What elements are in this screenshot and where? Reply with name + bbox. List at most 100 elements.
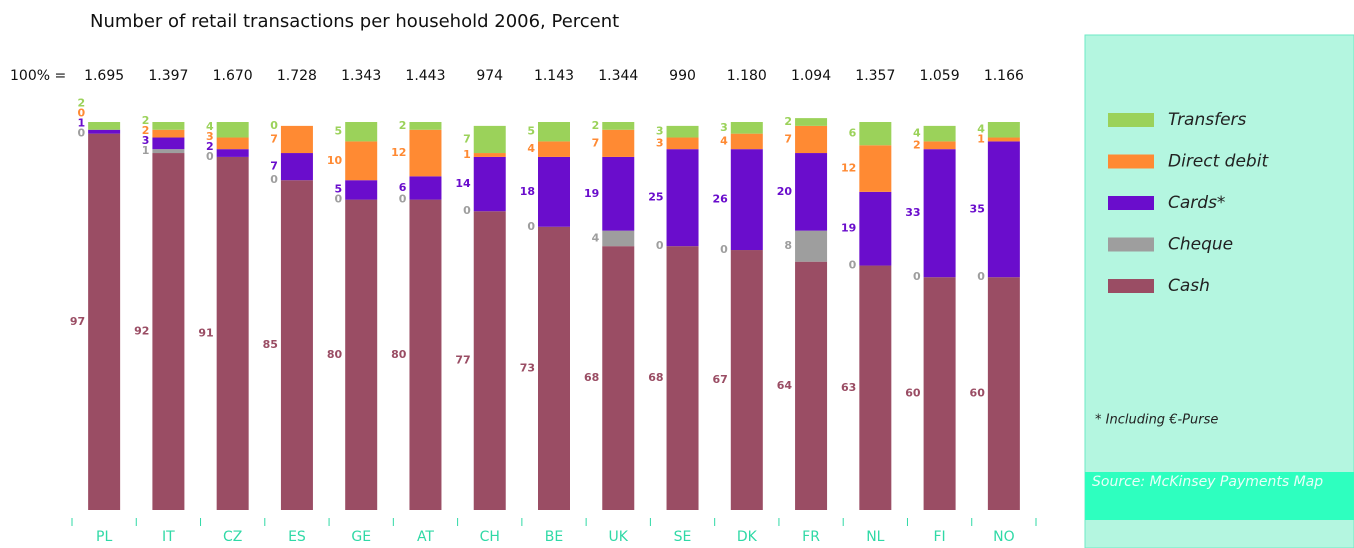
segment-label: 0 xyxy=(527,220,535,233)
bar-segment xyxy=(409,176,442,200)
bar-segment xyxy=(280,125,313,154)
bar-segment xyxy=(473,153,506,157)
x-tick-label: DK xyxy=(737,529,758,545)
bar-segment xyxy=(538,141,570,157)
segment-label: 12 xyxy=(841,162,856,175)
bar-segment xyxy=(730,133,763,150)
bar-segment xyxy=(88,129,121,134)
bar-segment xyxy=(602,129,635,157)
total-label: 1.094 xyxy=(791,68,831,84)
segment-label: 4 xyxy=(206,120,214,133)
segment-label: 2 xyxy=(913,138,921,151)
bar-segment xyxy=(409,129,442,177)
segment-label: 6 xyxy=(849,127,857,140)
segment-label: 97 xyxy=(70,315,85,328)
segment-label: 68 xyxy=(584,371,599,384)
segment-label: 73 xyxy=(520,361,535,374)
source-band xyxy=(1085,472,1354,520)
segment-label: 85 xyxy=(263,338,278,351)
legend-swatch xyxy=(1108,154,1154,169)
segment-label: 0 xyxy=(720,243,728,256)
bar-segment xyxy=(216,137,249,150)
x-tick-label: UK xyxy=(609,529,629,545)
legend-label: Cash xyxy=(1168,276,1210,296)
segment-label: 3 xyxy=(206,130,214,143)
segment-label: 77 xyxy=(455,354,470,367)
segment-label: 8 xyxy=(784,239,792,252)
segment-label: 1 xyxy=(142,144,150,157)
segment-label: 68 xyxy=(648,371,663,384)
x-tick-label: SE xyxy=(674,529,692,545)
segment-label: 18 xyxy=(520,185,535,198)
segment-label: 2 xyxy=(784,115,792,128)
segment-label: 4 xyxy=(977,122,985,135)
segment-label: 80 xyxy=(391,348,407,361)
x-tick-label: NO xyxy=(993,529,1015,545)
bar-segment xyxy=(730,149,763,251)
segment-label: 2 xyxy=(142,124,150,137)
bar-segment xyxy=(859,145,892,192)
segment-label: 0 xyxy=(463,204,471,217)
segment-label: 4 xyxy=(913,127,921,140)
legend-label: Cards* xyxy=(1168,193,1225,213)
bar-segment xyxy=(987,137,1020,142)
bar-segment xyxy=(666,137,699,150)
bar-segment xyxy=(216,149,249,157)
bar-segment xyxy=(538,122,570,142)
bar-segment xyxy=(152,122,185,130)
total-label: 1.670 xyxy=(213,68,253,84)
segment-label: 0 xyxy=(656,239,664,252)
bar-segment xyxy=(987,277,1020,510)
bar-segment xyxy=(152,137,185,150)
chart-title: Number of retail transactions per househ… xyxy=(90,11,619,32)
bar-segment xyxy=(280,153,313,181)
segment-label: 1 xyxy=(77,117,85,130)
bar-segment xyxy=(473,156,506,212)
segment-label: 64 xyxy=(777,379,793,392)
legend-swatch xyxy=(1108,113,1154,127)
segment-label: 7 xyxy=(270,160,278,173)
total-label: 1.695 xyxy=(84,68,124,84)
segment-label: 4 xyxy=(592,231,600,244)
bar-segment xyxy=(152,153,185,511)
bar-segment xyxy=(345,141,378,181)
total-label: 1.059 xyxy=(920,68,960,84)
bar-segment xyxy=(216,122,249,138)
segment-label: 3 xyxy=(656,136,664,149)
bar-segment xyxy=(538,226,570,510)
bar-segment xyxy=(795,230,828,262)
bar-segment xyxy=(730,122,763,134)
segment-label: 2 xyxy=(206,140,214,153)
total-label: 974 xyxy=(476,68,503,84)
legend-label: Direct debit xyxy=(1168,152,1269,172)
x-tick-label: CZ xyxy=(223,529,242,545)
bar-segment xyxy=(666,125,699,138)
segment-label: 19 xyxy=(584,187,599,200)
segment-label: 2 xyxy=(592,119,600,132)
segment-label: 20 xyxy=(777,185,793,198)
bar-segment xyxy=(859,122,892,146)
segment-label: 0 xyxy=(77,107,85,120)
bar-segment xyxy=(795,153,828,231)
total-label: 1.443 xyxy=(405,68,445,84)
segment-label: 1 xyxy=(463,148,471,161)
x-tick-label: FI xyxy=(934,529,946,545)
x-tick-label: GE xyxy=(351,529,371,545)
segment-label: 7 xyxy=(592,136,600,149)
segment-label: 2 xyxy=(399,119,407,132)
segment-label: 5 xyxy=(527,125,535,138)
segment-label: 0 xyxy=(206,150,214,163)
bar-segment xyxy=(923,277,956,510)
segment-label: 35 xyxy=(970,202,985,215)
segment-label: 14 xyxy=(455,177,471,190)
bar-segment xyxy=(602,122,635,130)
segment-label: 4 xyxy=(527,142,535,155)
segment-label: 0 xyxy=(977,270,985,283)
total-label: 1.397 xyxy=(148,68,188,84)
total-label: 1.343 xyxy=(341,68,381,84)
segment-label: 67 xyxy=(712,373,727,386)
segment-label: 0 xyxy=(270,119,278,132)
total-label: 1.344 xyxy=(598,68,638,84)
x-tick-label: PL xyxy=(96,529,112,545)
